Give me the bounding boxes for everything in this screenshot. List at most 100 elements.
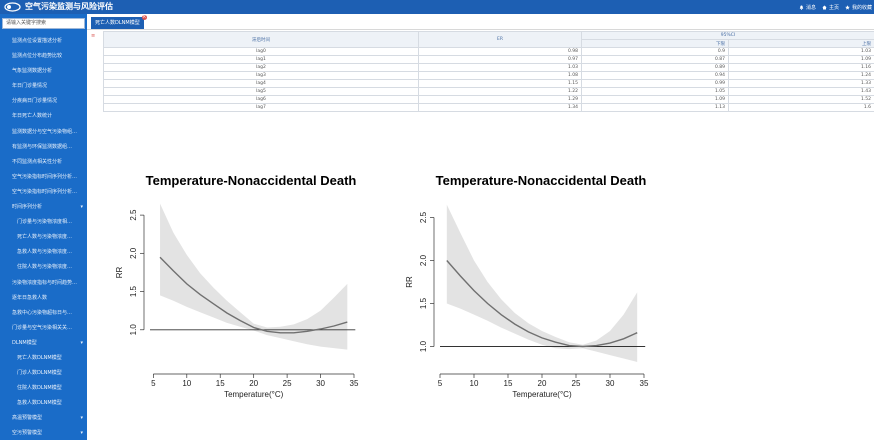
chevron-down-icon: ▾ xyxy=(80,339,83,346)
sidebar-item[interactable]: 急救人数与污染物浓度… xyxy=(0,245,87,260)
sidebar-item[interactable]: 高温预警模型 ▾ xyxy=(0,411,87,426)
table-cell-er: 0.97 xyxy=(418,55,582,64)
sidebar-item-label: 高温预警模型 xyxy=(12,415,43,422)
sidebar-item[interactable]: 住院人数DLNM模型 xyxy=(0,381,87,396)
table-cell-upper: 1.6 xyxy=(727,103,874,112)
header-links: 消息 主页 我的收藏 xyxy=(799,0,872,14)
sidebar-item[interactable]: 污染物浓度指标与时间趋势… xyxy=(0,276,87,291)
sidebar-item-label: 急救中心污染物超标日与… xyxy=(12,309,73,316)
bell-icon xyxy=(799,5,804,10)
sidebar-item[interactable]: 分疾病日门诊量情况 xyxy=(0,94,87,109)
x-tick-label: 20 xyxy=(249,379,258,388)
y-tick-label: 2.5 xyxy=(129,209,138,221)
sidebar-item-label: 空气污染指标时间序列分析… xyxy=(12,188,78,195)
table-row: lag2 1.03 0.89 1.16 xyxy=(103,63,874,72)
x-tick-label: 25 xyxy=(283,379,292,388)
sidebar-search-input[interactable]: 请输入关键字搜索 xyxy=(2,18,85,29)
sidebar-item[interactable]: 门诊人数DLNM模型 xyxy=(0,366,87,381)
sidebar-item[interactable]: 有监测与环保监测数据组… xyxy=(0,140,87,155)
table-row: lag0 0.98 0.9 1.03 xyxy=(103,47,874,56)
table-cell-upper: 1.09 xyxy=(727,55,874,64)
sidebar-item-label: 门诊量与空气污染相关关… xyxy=(12,324,73,331)
sidebar-item[interactable]: 不同监测点相关性分析 xyxy=(0,155,87,170)
table-cell-er: 1.22 xyxy=(418,87,582,96)
table-cell-lower: 0.89 xyxy=(581,63,729,72)
sidebar-item-label: 分疾病日门诊量情况 xyxy=(12,98,58,105)
chart-left: Temperature-Nonaccidental Death 5 10 15 20 25… xyxy=(112,168,372,403)
table-cell-lower: 0.94 xyxy=(581,71,729,80)
tab-close-icon[interactable]: × xyxy=(141,14,147,20)
chart-left-svg: Temperature-Nonaccidental Death 5 10 15 20 25… xyxy=(115,173,359,399)
table-row: lag3 1.08 0.94 1.24 xyxy=(103,71,874,80)
logo-icon xyxy=(4,2,21,12)
favorites-link[interactable]: 我的收藏 xyxy=(845,4,872,11)
sidebar-item-label: 监测点位设置描述分析 xyxy=(12,38,63,44)
home-link[interactable]: 主页 xyxy=(822,4,839,11)
table-cell-er: 1.34 xyxy=(418,103,582,112)
x-tick-label: 35 xyxy=(350,379,359,388)
star-icon xyxy=(845,4,850,10)
sidebar-item[interactable]: 空气污染指标时间序列分析… xyxy=(0,185,87,200)
x-tick-label: 5 xyxy=(151,379,156,388)
sidebar-item-label: 住院人数DLNM模型 xyxy=(17,385,62,392)
sidebar-item-label: DLNM模型 xyxy=(12,339,37,346)
chevron-down-icon: ▾ xyxy=(80,415,83,422)
x-tick-label: 30 xyxy=(316,379,325,388)
sidebar-item[interactable]: DLNM模型 ▾ xyxy=(0,336,87,351)
sidebar-item[interactable]: 监测点位设置描述分析 xyxy=(0,34,87,49)
sidebar-item[interactable]: 监测点位分布趋势比较 xyxy=(0,49,87,64)
chart-right: Temperature-Nonaccidental Death 5 10 15 20 25… xyxy=(402,168,662,403)
x-tick-label: 20 xyxy=(538,379,547,388)
table-cell-er: 1.29 xyxy=(418,95,582,104)
menu-toggle-icon[interactable]: ≡ xyxy=(91,33,96,39)
sidebar-item-label: 监测数据分与空气污染物组… xyxy=(12,128,78,135)
y-tick-label: 1.0 xyxy=(129,324,138,336)
table-cell-upper: 1.24 xyxy=(727,71,874,80)
home-label: 主页 xyxy=(828,4,839,11)
home-icon xyxy=(822,5,827,9)
sidebar-item[interactable]: 年日死亡人数统计 xyxy=(0,109,87,124)
x-tick-label: 10 xyxy=(182,379,191,388)
sidebar-item[interactable]: 时间序列分析 ▾ xyxy=(0,200,87,215)
sidebar-item[interactable]: 死亡人数DLNM模型 xyxy=(0,351,87,366)
table-row: lag6 1.29 1.09 1.52 xyxy=(103,95,874,104)
sidebar-item[interactable]: 门诊量与空气污染相关关… xyxy=(0,321,87,336)
results-table: 滞后时间 ER 95%CI 下限 上限 lag0 0.98 0.9 1.03 lag1 0… xyxy=(103,31,874,112)
table-cell-lower: 1.09 xyxy=(581,95,729,104)
table-cell-lag: lag2 xyxy=(103,63,419,72)
sidebar-item-label: 空污预警模型 xyxy=(12,430,43,437)
y-tick-label: 1.0 xyxy=(419,340,428,352)
sidebar-item[interactable]: 急救中心污染物超标日与… xyxy=(0,306,87,321)
table-cell-er: 1.08 xyxy=(418,71,582,80)
x-tick-label: 15 xyxy=(216,379,225,388)
sidebar-item[interactable]: 年日门诊量情况 xyxy=(0,79,87,94)
table-body: lag0 0.98 0.9 1.03 lag1 0.97 0.87 1.09 lag2 1.03 0… xyxy=(103,47,874,112)
table-row: lag7 1.34 1.13 1.6 xyxy=(103,103,874,112)
sidebar-item[interactable]: 逐年日急救人数 xyxy=(0,291,87,306)
sidebar-item[interactable]: 急救人数DLNM模型 xyxy=(0,396,87,411)
sidebar-item[interactable]: 空污预警模型 ▾ xyxy=(0,426,87,440)
table-cell-lag: lag6 xyxy=(103,95,419,104)
sidebar-item-label: 年日死亡人数统计 xyxy=(12,113,53,120)
tab-dlnm-death[interactable]: 死亡人数DLNM模型 × xyxy=(91,14,147,29)
sidebar-item-label: 不同监测点相关性分析 xyxy=(12,158,63,165)
table-cell-upper: 1.16 xyxy=(727,63,874,72)
favorites-label: 我的收藏 xyxy=(851,4,872,11)
table-cell-lower: 1.05 xyxy=(581,87,729,96)
sidebar-item-label: 死亡人数DLNM模型 xyxy=(17,354,62,361)
sidebar-item[interactable]: 气象监测数据分析 xyxy=(0,64,87,79)
column-header-er: ER xyxy=(418,31,582,48)
sidebar-item[interactable]: 空气污染指标时间序列分析… xyxy=(0,170,87,185)
sidebar-item-label: 逐年日急救人数 xyxy=(12,294,48,301)
table-row: lag5 1.22 1.05 1.43 xyxy=(103,87,874,96)
table-cell-er: 0.98 xyxy=(418,47,582,56)
sidebar-item[interactable]: 死亡人数与污染物浓度… xyxy=(0,230,87,245)
app-title: 空气污染监测与风险评估 xyxy=(25,2,113,11)
sidebar-item-label: 急救人数DLNM模型 xyxy=(17,400,62,407)
x-tick-label: 10 xyxy=(470,379,479,388)
sidebar-item[interactable]: 住院人数与污染物浓度… xyxy=(0,260,87,275)
sidebar-item[interactable]: 门诊量与污染物浓度相… xyxy=(0,215,87,230)
messages-link[interactable]: 消息 xyxy=(799,4,816,11)
sidebar-item[interactable]: 监测数据分与空气污染物组… xyxy=(0,125,87,140)
